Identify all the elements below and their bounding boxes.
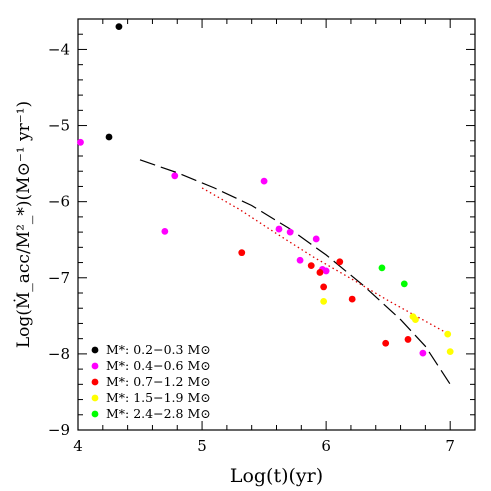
data-point-series-1 [105,133,113,141]
y-axis-label: Log(Ṁ_acc/M²_*)(M⊙⁻¹ yr⁻¹) [13,101,34,348]
legend-marker [91,362,99,370]
x-tick-label: 5 [197,437,207,455]
x-axis-label: Log(t)(yr) [230,465,323,487]
data-point-series-3 [336,258,344,266]
data-point-series-2 [161,227,169,235]
y-tick-label: −9 [48,421,70,439]
y-tick-label: −4 [48,40,70,58]
data-point-series-2 [260,177,268,185]
data-point-series-2 [419,349,427,357]
legend-marker [91,378,99,386]
data-point-series-2 [171,172,179,180]
legend-marker [91,346,99,354]
y-tick-label: −6 [48,193,70,211]
data-point-series-3 [316,269,324,276]
data-point-series-3 [382,339,390,347]
legend-label: M*: 0.2−0.3 M⊙ [106,342,211,357]
data-point-series-4 [320,297,328,305]
data-point-series-2 [286,228,294,236]
y-tick-label: −8 [48,345,70,363]
data-point-series-2 [296,256,304,264]
data-point-series-2 [312,235,320,243]
data-point-series-4 [446,348,454,356]
data-point-series-5 [400,280,408,288]
data-point-series-2 [77,138,84,146]
legend-label: M*: 2.4−2.8 M⊙ [106,406,211,421]
legend-label: M*: 1.5−1.9 M⊙ [106,390,211,405]
data-point-series-5 [378,264,386,272]
data-point-series-4 [412,316,419,324]
data-point-series-3 [404,336,412,343]
data-point-series-2 [322,267,330,275]
data-point-series-2 [275,225,283,233]
data-point-series-1 [115,23,123,31]
legend-marker [91,410,99,418]
x-tick-label: 4 [73,437,83,455]
legend-label: M*: 0.7−1.2 M⊙ [106,374,211,389]
data-point-series-4 [444,330,452,338]
x-tick-label: 6 [321,437,331,455]
dotted-fit-line [201,187,451,336]
data-point-series-3 [307,262,315,269]
x-tick-label: 7 [445,437,455,455]
data-point-series-3 [320,283,328,291]
data-point-series-3 [348,295,356,303]
dashed-fit-line [139,159,451,385]
legend-marker [91,394,99,402]
data-point-series-3 [238,249,246,257]
legend-label: M*: 0.4−0.6 M⊙ [106,358,211,373]
y-tick-label: −7 [48,269,70,287]
y-tick-label: −5 [48,117,70,135]
